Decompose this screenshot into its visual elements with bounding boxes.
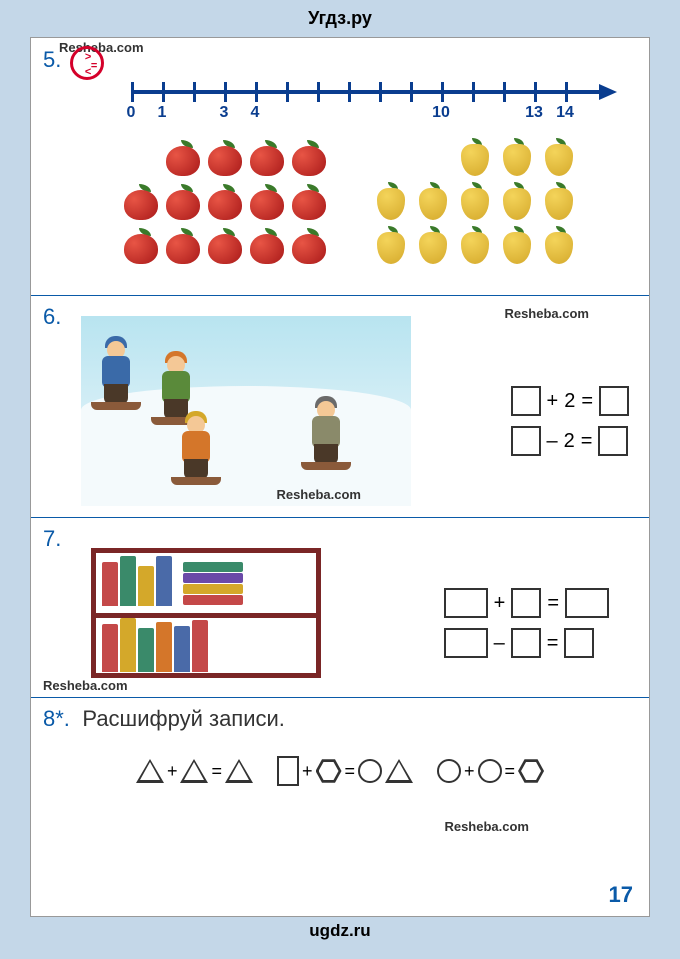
ex8-title: Расшифруй записи. — [82, 706, 285, 731]
shape-equations: += += += — [43, 756, 637, 786]
ex6-equations: + 2 = – 2 = — [511, 376, 630, 466]
winter-scene-image: Resheba.com — [81, 316, 411, 506]
triangle-icon — [225, 759, 253, 783]
circle-icon — [358, 759, 382, 783]
bookshelf-image — [91, 548, 321, 678]
watermark: Resheba.com — [504, 306, 589, 321]
number-line: 0134101314 — [131, 82, 621, 122]
ex7-equations: + = – = — [444, 578, 609, 668]
comparison-icon: > = < — [70, 46, 104, 80]
equation-row: – = — [444, 628, 609, 658]
hexagon-icon — [518, 758, 544, 784]
page-container: Resheba.com 5. > = < 0134101314 6. Reshe… — [30, 37, 650, 917]
blank-box[interactable] — [599, 386, 629, 416]
ex8-number: 8*. — [43, 706, 70, 731]
shape-equation: += — [277, 756, 413, 786]
blank-box[interactable] — [511, 386, 541, 416]
circle-icon — [478, 759, 502, 783]
blank-box[interactable] — [598, 426, 628, 456]
equation-row: + 2 = — [511, 386, 630, 416]
ex7-number: 7. — [43, 526, 61, 551]
ex5-number: 5. — [43, 47, 61, 72]
exercise-6: 6. Resheba.com Resheba.com + 2 = – 2 = — [31, 296, 649, 518]
top-watermark: Угдз.ру — [0, 0, 680, 37]
triangle-icon — [385, 759, 413, 783]
shape-equation: += — [136, 759, 253, 783]
exercise-7: 7. + = – = Resheba.com — [31, 518, 649, 698]
page-number: 17 — [609, 882, 633, 908]
ex6-number: 6. — [43, 304, 61, 329]
watermark: Resheba.com — [43, 678, 128, 693]
circle-icon — [437, 759, 461, 783]
exercise-5: 5. > = < 0134101314 — [31, 38, 649, 296]
shape-equation: += — [437, 758, 544, 784]
triangle-icon — [136, 759, 164, 783]
bottom-watermark: ugdz.ru — [0, 917, 680, 945]
equation-row: + = — [444, 588, 609, 618]
watermark: Resheba.com — [444, 819, 529, 834]
blank-box[interactable] — [565, 588, 609, 618]
blank-box[interactable] — [511, 426, 541, 456]
blank-box[interactable] — [511, 588, 541, 618]
triangle-icon — [180, 759, 208, 783]
apples-group — [121, 138, 329, 266]
hexagon-icon — [316, 758, 342, 784]
blank-box[interactable] — [564, 628, 594, 658]
rectangle-icon — [277, 756, 299, 786]
blank-box[interactable] — [444, 628, 488, 658]
equation-row: – 2 = — [511, 426, 630, 456]
blank-box[interactable] — [444, 588, 488, 618]
watermark: Resheba.com — [276, 487, 361, 502]
pears-group — [371, 138, 579, 266]
exercise-8: 8*. Расшифруй записи. += += += Resheba.c… — [31, 698, 649, 838]
blank-box[interactable] — [511, 628, 541, 658]
